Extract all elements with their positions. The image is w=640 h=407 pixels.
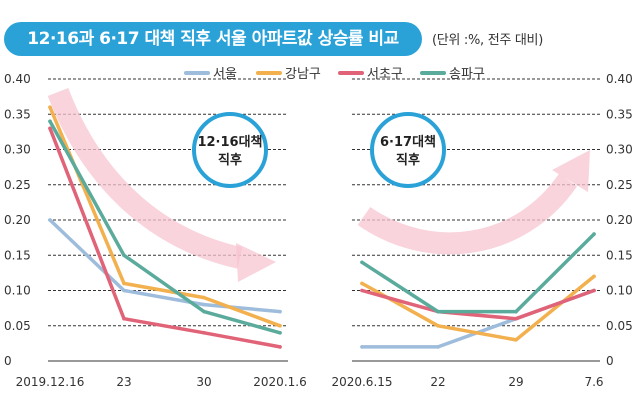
x-tick-label: 22 [430, 375, 445, 389]
data-point [122, 253, 126, 258]
x-tick-label: 2019.12.16 [16, 375, 85, 389]
legend-label-강남구: 강남구 [285, 67, 321, 82]
series-line-서울 [48, 218, 282, 314]
series-line-서초구 [48, 126, 282, 349]
y-tick-label: 0 [4, 354, 12, 368]
data-point [278, 309, 282, 314]
series-line-강남구 [360, 274, 596, 342]
data-point [202, 302, 206, 307]
data-point [122, 316, 126, 321]
series-line-송파구 [360, 232, 596, 314]
series-lines [48, 105, 596, 349]
y-tick-label: 0.30 [4, 143, 31, 157]
trend-arrows [47, 88, 590, 282]
right-badge-text: 6·17대책 [380, 135, 436, 150]
data-point [278, 345, 282, 349]
data-point [202, 309, 206, 314]
data-point [592, 232, 596, 236]
series-line-송파구 [48, 119, 282, 335]
data-point [360, 260, 364, 265]
x-tick-label: 7.6 [584, 375, 603, 389]
x-tick-label: 29 [508, 375, 523, 389]
x-tick-label: 2020.6.15 [331, 375, 392, 389]
legend: 서울 강남구 서초구 송파구 [184, 67, 485, 82]
right-badge-text: 직후 [396, 152, 420, 168]
axis-labels: 0 0.05 0.10 0.15 0.20 0.25 0.30 0.35 0.40 2019.12… [4, 72, 633, 389]
data-point [122, 288, 126, 293]
legend-label-송파구: 송파구 [449, 67, 485, 82]
data-point [48, 218, 52, 222]
legend-label-서울: 서울 [213, 67, 237, 82]
up-trend-arrow-body [357, 173, 578, 255]
data-point [278, 323, 282, 328]
y-tick-label: 0.35 [606, 107, 633, 121]
data-point [360, 288, 364, 293]
y-tick-label: 0.35 [4, 107, 31, 121]
up-trend-arrow-head [552, 150, 590, 192]
data-point [122, 281, 126, 286]
chart-title: 12·16과 6·17 대책 직후 서울 아파트값 상승률 비교 [4, 22, 422, 56]
data-point [202, 331, 206, 335]
y-tick-label: 0.10 [606, 284, 633, 298]
y-tick-label: 0.15 [4, 248, 31, 262]
y-tick-label: 0.05 [606, 319, 633, 333]
data-point [514, 338, 518, 342]
x-tick-label: 23 [116, 375, 131, 389]
y-tick-label: 0.20 [4, 213, 31, 227]
x-tick-label: 30 [196, 375, 211, 389]
left-badge-text: 직후 [218, 152, 242, 168]
right-badge [370, 112, 446, 188]
data-point [436, 345, 440, 349]
series-line-강남구 [48, 105, 282, 328]
data-point [436, 309, 440, 314]
unit-note: (단위 :%, 전주 대비) [432, 33, 543, 48]
y-tick-label: 0.05 [4, 319, 31, 333]
y-tick-label: 0.20 [606, 213, 633, 227]
data-point [592, 274, 596, 279]
data-point [360, 281, 364, 286]
data-point [48, 126, 52, 131]
y-tick-label: 0.15 [606, 248, 633, 262]
left-badge-text: 12·16대책 [197, 135, 262, 150]
y-tick-label: 0 [606, 354, 614, 368]
data-point [360, 345, 364, 349]
y-tick-label: 0.25 [606, 178, 633, 192]
data-point [514, 309, 518, 314]
y-tick-label: 0.30 [606, 143, 633, 157]
data-point [48, 105, 52, 109]
legend-label-서초구: 서초구 [367, 67, 403, 82]
data-point [514, 316, 518, 321]
data-point [436, 323, 440, 328]
left-badge [192, 112, 268, 188]
data-point [278, 331, 282, 335]
y-tick-label: 0.10 [4, 284, 31, 298]
data-point [202, 295, 206, 300]
y-tick-label: 0.40 [606, 72, 633, 86]
down-trend-arrow-body [47, 88, 243, 269]
y-tick-label: 0.40 [4, 72, 31, 86]
down-trend-arrow-head [236, 243, 276, 282]
x-tick-label: 2020.1.6 [253, 375, 306, 389]
series-line-서초구 [360, 288, 596, 321]
y-tick-label: 0.25 [4, 178, 31, 192]
data-point [592, 288, 596, 293]
data-point [48, 119, 52, 124]
